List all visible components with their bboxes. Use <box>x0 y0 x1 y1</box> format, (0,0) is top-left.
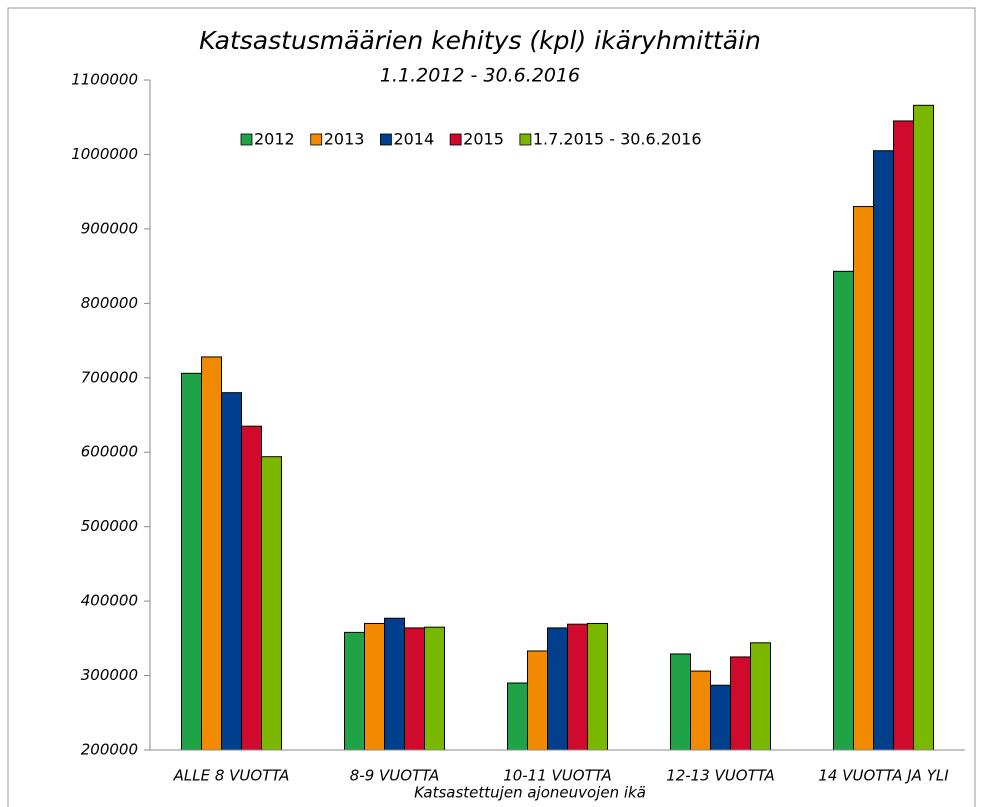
bar <box>527 650 548 751</box>
y-tick-label: 500000 <box>81 517 138 535</box>
bar <box>221 392 242 751</box>
legend-swatch <box>310 133 323 146</box>
bar <box>567 623 588 751</box>
bar <box>893 120 914 751</box>
x-tick-label: 12-13 VUOTTA <box>666 767 775 785</box>
bar <box>181 372 202 751</box>
bar <box>853 206 874 751</box>
bar <box>833 270 854 751</box>
legend-label: 2014 <box>393 130 434 149</box>
chart-title: Katsastusmäärien kehitys (kpl) ikäryhmit… <box>199 26 761 55</box>
bar <box>587 622 608 751</box>
y-tick-label: 200000 <box>81 741 138 759</box>
frame <box>7 7 976 807</box>
x-tick-label: ALLE 8 VUOTTA <box>173 767 290 785</box>
legend-swatch <box>449 133 462 146</box>
bar <box>873 150 894 751</box>
bar <box>730 656 751 751</box>
y-tick-label: 300000 <box>81 666 138 684</box>
bar <box>913 104 934 751</box>
bar <box>364 622 385 751</box>
chart-subtitle: 1.1.2012 - 30.6.2016 <box>380 65 580 87</box>
bar <box>710 684 731 751</box>
y-tick-label: 800000 <box>81 294 138 312</box>
bar <box>261 456 282 751</box>
y-tick-label: 700000 <box>81 368 138 386</box>
bar <box>201 356 222 751</box>
x-tick-label: 8-9 VUOTTA <box>350 767 440 785</box>
legend-swatch <box>380 133 392 146</box>
x-axis-title: Katsastettujen ajoneuvojen ikä <box>414 784 646 802</box>
legend-label: 2015 <box>463 130 504 149</box>
bar <box>344 631 365 751</box>
legend-swatch <box>240 133 253 146</box>
x-tick-label: 10-11 VUOTTA <box>503 767 612 785</box>
y-tick-label: 600000 <box>81 443 138 461</box>
bar <box>384 617 405 751</box>
legend-label: 2012 <box>254 130 295 149</box>
legend-swatch <box>519 133 532 146</box>
y-tick-label: 1100000 <box>71 71 138 89</box>
y-tick-label: 400000 <box>81 592 138 610</box>
x-tick-label: 14 VUOTTA JA YLI <box>818 767 949 785</box>
bar <box>241 425 262 751</box>
bar <box>404 627 425 751</box>
y-tick-label: 1000000 <box>71 145 138 163</box>
bar <box>507 682 528 751</box>
bar <box>424 626 445 751</box>
bar <box>670 653 691 751</box>
legend-label: 2013 <box>324 130 365 149</box>
bar <box>690 670 711 751</box>
bar <box>547 627 568 751</box>
bar <box>750 642 771 751</box>
y-tick-label: 900000 <box>81 219 138 237</box>
legend-label: 1.7.2015 - 30.6.2016 <box>533 130 702 149</box>
